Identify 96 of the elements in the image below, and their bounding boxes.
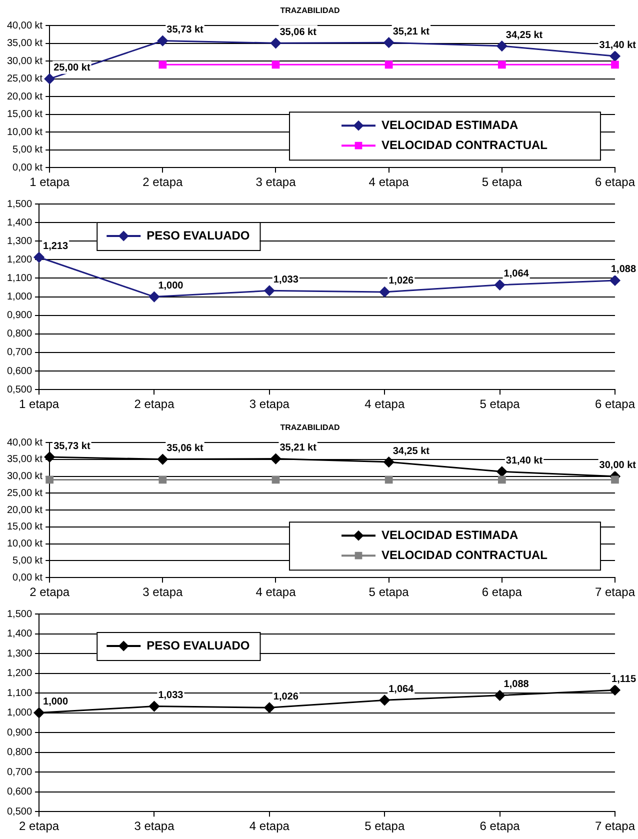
y-tick-label: 40,00 kt (6, 20, 43, 32)
data-label: 1,064 (504, 268, 530, 280)
x-tick-label: 2 etapa (134, 397, 175, 412)
data-label: 31,40 kt (506, 455, 544, 466)
data-label: 35,06 kt (280, 26, 318, 38)
y-tick-label: 20,00 kt (6, 504, 43, 516)
data-label: 1,213 (43, 241, 68, 252)
y-tick-label: 0,900 (6, 727, 32, 738)
x-tick-label: 1 etapa (19, 397, 60, 412)
data-label: 31,40 kt (599, 40, 637, 51)
y-tick-label: 1,000 (6, 292, 32, 303)
y-tick-label: 0,600 (6, 786, 32, 798)
data-label: 35,73 kt (166, 24, 204, 36)
y-tick-label: 0,500 (6, 384, 32, 396)
x-tick-label: 3 etapa (142, 585, 183, 600)
data-label: 1,033 (273, 274, 299, 286)
x-tick-label: 6 etapa (594, 397, 636, 412)
data-label: 34,25 kt (392, 446, 430, 457)
data-label: 30,00 kt (599, 460, 637, 472)
x-tick-label: 6 etapa (482, 585, 522, 600)
chart-title: TRAZABILIDAD (280, 423, 340, 432)
y-tick-label: 15,00 kt (6, 522, 43, 533)
y-tick-label: 25,00 kt (6, 74, 43, 85)
y-tick-label: 1,200 (6, 254, 32, 266)
x-tick-label: 2 etapa (30, 585, 70, 600)
data-label: 1,064 (388, 684, 414, 695)
y-tick-label: 0,500 (6, 806, 32, 818)
data-label: 1,000 (158, 280, 184, 292)
data-label: 1,033 (158, 690, 184, 702)
data-label: 1,026 (273, 691, 299, 702)
legend-label: PESO EVALUADO (146, 228, 250, 242)
x-tick-label: 5 etapa (480, 397, 520, 412)
y-tick-label: 25,00 kt (6, 488, 43, 499)
x-tick-label: 4 etapa (249, 819, 290, 834)
y-tick-label: 0,900 (6, 310, 32, 322)
x-tick-label: 3 etapa (249, 397, 290, 412)
y-tick-label: 30,00 kt (6, 471, 43, 482)
data-label: 25,00 kt (54, 62, 91, 74)
data-label: 1,000 (43, 696, 68, 708)
y-tick-label: 1,500 (6, 198, 32, 210)
x-tick-label: 1 etapa (30, 175, 70, 190)
x-tick-label: 6 etapa (594, 175, 636, 190)
data-label: 35,73 kt (54, 440, 91, 452)
legend-label: VELOCIDAD CONTRACTUAL (382, 548, 548, 562)
y-tick-label: 0,800 (6, 328, 32, 340)
y-tick-label: 35,00 kt (6, 454, 43, 466)
data-label: 1,115 (612, 674, 636, 685)
y-tick-label: 1,500 (6, 608, 32, 620)
x-tick-label: 2 etapa (19, 819, 60, 834)
x-tick-label: 3 etapa (134, 819, 175, 834)
y-tick-label: 10,00 kt (6, 126, 43, 138)
y-tick-label: 10,00 kt (6, 538, 43, 550)
data-label: 1,088 (610, 264, 636, 276)
y-tick-label: 0,00 kt (12, 572, 43, 584)
y-tick-label: 1,300 (6, 648, 32, 660)
x-tick-label: 4 etapa (368, 175, 410, 190)
legend-label: VELOCIDAD ESTIMADA (382, 118, 519, 132)
x-tick-label: 7 etapa (594, 585, 636, 600)
y-tick-label: 30,00 kt (6, 56, 43, 67)
y-tick-label: 40,00 kt (6, 437, 43, 448)
y-tick-label: 0,700 (6, 766, 32, 778)
legend-label: VELOCIDAD CONTRACTUAL (382, 138, 548, 152)
y-tick-label: 1,400 (6, 217, 32, 228)
y-tick-label: 5,00 kt (12, 144, 43, 156)
x-tick-label: 5 etapa (364, 819, 405, 834)
chart-title: TRAZABILIDAD (280, 6, 340, 16)
y-tick-label: 5,00 kt (12, 555, 43, 566)
x-tick-label: 5 etapa (482, 175, 522, 190)
x-tick-label: 5 etapa (368, 585, 410, 600)
data-label: 1,088 (504, 679, 530, 690)
x-tick-label: 7 etapa (594, 819, 636, 834)
x-tick-label: 2 etapa (142, 175, 183, 190)
y-tick-label: 0,600 (6, 366, 32, 377)
data-label: 35,21 kt (280, 442, 318, 454)
y-tick-label: 0,800 (6, 747, 32, 758)
x-tick-label: 3 etapa (256, 175, 296, 190)
data-label: 35,06 kt (166, 443, 204, 454)
y-tick-label: 1,400 (6, 628, 32, 640)
legend-label: VELOCIDAD ESTIMADA (382, 528, 519, 542)
x-tick-label: 6 etapa (480, 819, 520, 834)
y-tick-label: 1,100 (6, 272, 32, 284)
y-tick-label: 0,00 kt (12, 162, 43, 174)
legend-label: PESO EVALUADO (146, 638, 250, 652)
y-tick-label: 20,00 kt (6, 91, 43, 102)
y-tick-label: 1,300 (6, 236, 32, 247)
y-tick-label: 1,200 (6, 668, 32, 680)
y-tick-label: 0,700 (6, 347, 32, 358)
y-tick-label: 35,00 kt (6, 38, 43, 50)
data-label: 1,026 (388, 276, 414, 287)
y-tick-label: 15,00 kt (6, 109, 43, 120)
data-label: 35,21 kt (392, 26, 430, 38)
data-label: 34,25 kt (506, 30, 544, 41)
x-tick-label: 4 etapa (256, 585, 296, 600)
y-tick-label: 1,100 (6, 688, 32, 699)
x-tick-label: 4 etapa (364, 397, 405, 412)
y-tick-label: 1,000 (6, 708, 32, 719)
